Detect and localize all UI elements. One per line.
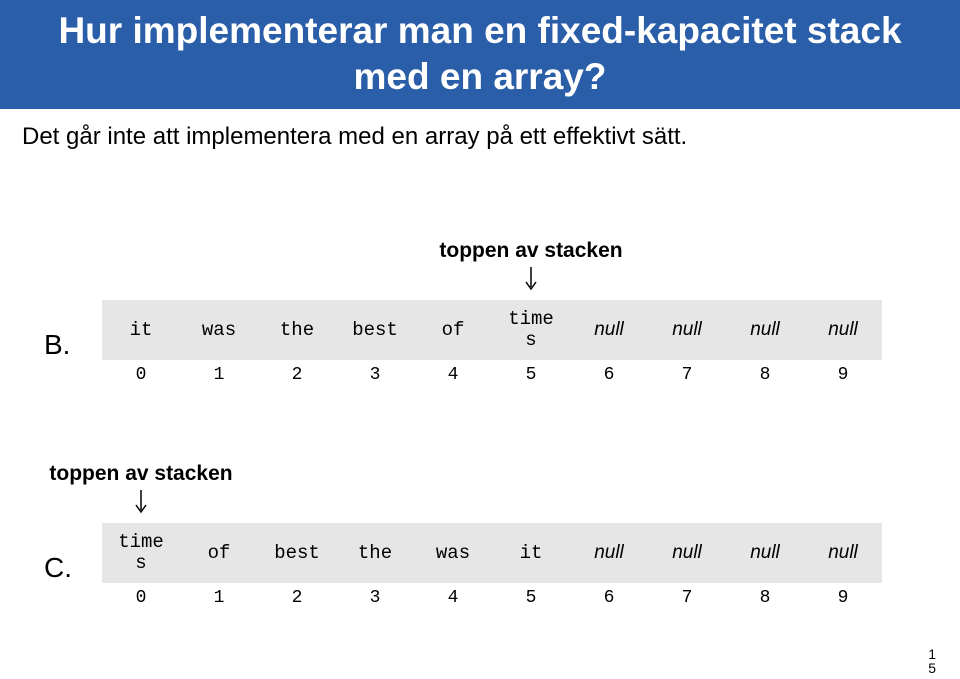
top-of-stack-label-c: toppen av stacken [41,462,241,486]
table-cell: null [804,523,882,583]
top-of-stack-label-b: toppen av stacken [431,239,631,263]
page-number: 1 5 [928,647,936,675]
table-cell: times [492,300,570,360]
index-cell: 9 [804,583,882,613]
index-cell: 4 [414,583,492,613]
section-b: B. itwasthebestoftimesnullnullnullnull 0… [22,300,882,390]
table-cell: null [570,523,648,583]
index-cell: 3 [336,583,414,613]
table-cell: best [336,300,414,360]
index-cell: 0 [102,360,180,390]
section-b-label: B. [22,329,102,361]
table-cell: the [336,523,414,583]
title-line1: Hur implementerar man en fixed-kapacitet… [0,8,960,54]
index-cell: 1 [180,583,258,613]
index-cell: 2 [258,360,336,390]
subtitle: Det går inte att implementera med en arr… [22,123,960,151]
title-line2: med en array? [0,54,960,100]
table-cell: was [414,523,492,583]
index-cell: 5 [492,360,570,390]
table-cell: of [414,300,492,360]
index-cell: 9 [804,360,882,390]
page-number-top: 1 [928,647,936,661]
table-cell: was [180,300,258,360]
index-cell: 6 [570,583,648,613]
title-band: Hur implementerar man en fixed-kapacitet… [0,0,960,109]
index-cell: 3 [336,360,414,390]
index-cell: 1 [180,360,258,390]
table-c: timesofbestthewasitnullnullnullnull 0123… [102,523,882,613]
table-cell: null [804,300,882,360]
table-cell: null [726,523,804,583]
index-cell: 0 [102,583,180,613]
index-cell: 7 [648,583,726,613]
table-cell: null [726,300,804,360]
table-cell: of [180,523,258,583]
arrow-down-icon-b [523,267,539,295]
section-c-label: C. [22,552,102,584]
index-cell: 8 [726,583,804,613]
table-cell: times [102,523,180,583]
index-cell: 8 [726,360,804,390]
table-cell: null [648,300,726,360]
index-cell: 7 [648,360,726,390]
table-cell: null [570,300,648,360]
index-cell: 4 [414,360,492,390]
table-cell: null [648,523,726,583]
index-cell: 6 [570,360,648,390]
index-cell: 2 [258,583,336,613]
table-b: itwasthebestoftimesnullnullnullnull 0123… [102,300,882,390]
arrow-down-icon-c [133,490,149,518]
table-cell: best [258,523,336,583]
index-cell: 5 [492,583,570,613]
table-cell: the [258,300,336,360]
table-cell: it [102,300,180,360]
table-cell: it [492,523,570,583]
section-c: C. timesofbestthewasitnullnullnullnull 0… [22,523,882,613]
page-number-bottom: 5 [928,661,936,675]
